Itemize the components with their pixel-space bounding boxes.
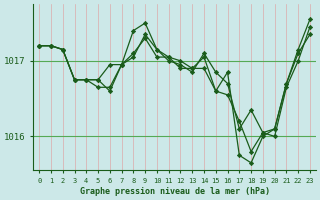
X-axis label: Graphe pression niveau de la mer (hPa): Graphe pression niveau de la mer (hPa) (80, 187, 269, 196)
